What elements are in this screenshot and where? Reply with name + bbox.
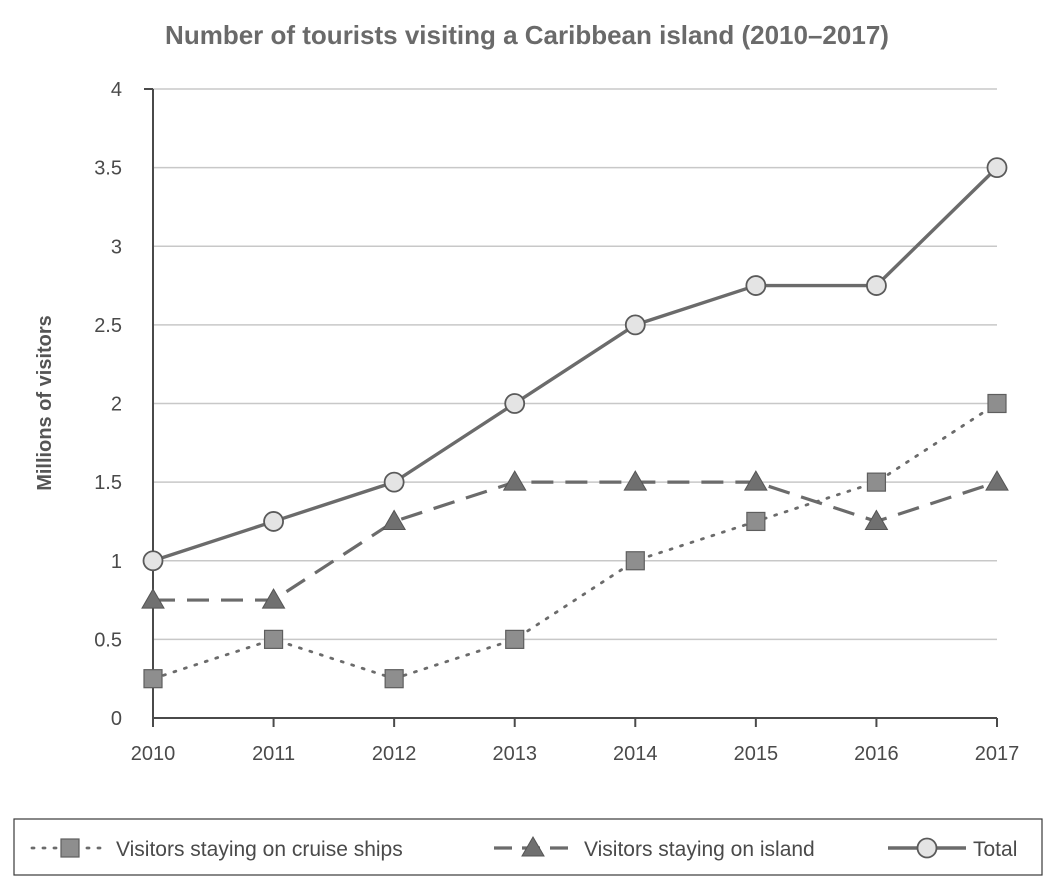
x-tick-label: 2011 [252, 743, 295, 765]
square-marker [384, 669, 404, 689]
square-marker [263, 629, 284, 649]
x-tick-label: 2010 [131, 743, 176, 765]
circle-marker [745, 275, 767, 296]
circle-marker [866, 275, 887, 296]
y-tick-label: 2 [111, 394, 122, 416]
x-tick-label: 2015 [734, 743, 779, 765]
triangle-marker [864, 509, 889, 530]
triangle-marker [985, 470, 1009, 491]
triangle-marker [623, 470, 648, 491]
legend-items: Visitors staying on cruise ships Visitors… [30, 836, 1017, 861]
y-tick-labels: 0 0.5 1 1.5 2 2.5 3 3.5 4 [94, 79, 122, 730]
x-tick-label: 2012 [372, 743, 417, 765]
y-axis-label: Millions of visitors [34, 315, 56, 491]
legend-entry: Total [888, 837, 1017, 861]
triangle-marker-legend [521, 836, 545, 857]
x-tick-labels: 2010 2011 2012 2013 2014 2015 2016 2017 [131, 743, 1020, 765]
square-marker [987, 393, 1007, 414]
triangle-marker [261, 588, 286, 609]
series-line [152, 166, 999, 563]
y-tick-label: 4 [111, 79, 122, 101]
x-tick-label: 2014 [613, 743, 658, 765]
legend-label: Visitors staying on cruise ships [116, 838, 403, 861]
circle-marker-legend [916, 837, 938, 859]
y-tick-label: 0 [111, 708, 122, 730]
data-series [141, 157, 1009, 689]
series-circle [142, 157, 1008, 572]
series-square [143, 393, 1007, 689]
circle-marker [263, 511, 284, 532]
triangle-marker [743, 470, 768, 491]
series-line [153, 480, 998, 602]
circle-marker [383, 471, 405, 493]
series-triangle [141, 470, 1009, 609]
legend: Visitors staying on cruise ships Visitors… [13, 818, 1043, 876]
chart-title: Number of tourists visiting a Caribbean … [165, 20, 889, 50]
x-tick-label: 2013 [492, 743, 537, 765]
y-tick-label: 1.5 [94, 472, 122, 494]
square-marker [866, 472, 887, 492]
y-tick-label: 1 [111, 551, 122, 573]
square-marker [143, 669, 163, 689]
square-marker [625, 551, 645, 571]
square-marker-legend [60, 838, 80, 858]
circle-marker [624, 314, 646, 336]
square-marker [746, 511, 766, 532]
y-tick-label: 3 [111, 236, 122, 258]
legend-label: Visitors staying on island [584, 838, 815, 861]
series-line [151, 402, 999, 681]
circle-marker [142, 550, 164, 572]
triangle-marker [141, 588, 165, 609]
y-tick-label: 3.5 [94, 158, 122, 180]
x-tick-label: 2016 [854, 743, 899, 765]
legend-entry: Visitors staying on cruise ships [30, 838, 403, 861]
legend-label: Total [973, 838, 1017, 861]
y-tick-label: 2.5 [94, 315, 122, 337]
triangle-marker [382, 509, 407, 530]
y-tick-label: 0.5 [94, 629, 122, 651]
legend-entry: Visitors staying on island [494, 836, 815, 861]
x-tick-label: 2017 [975, 743, 1020, 765]
axes [144, 88, 998, 727]
circle-marker [504, 393, 526, 414]
triangle-marker [502, 470, 527, 491]
circle-marker [986, 157, 1008, 179]
square-marker [505, 629, 525, 649]
